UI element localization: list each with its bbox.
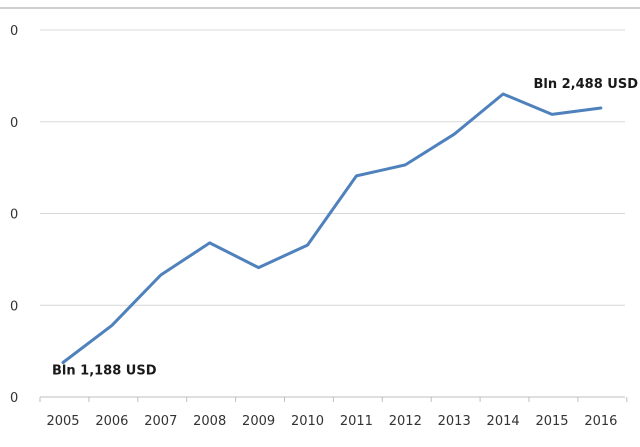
y-tick-label: 0 [10,391,18,406]
x-tick-label: 2014 [487,414,520,429]
series-line [61,92,603,364]
data-label: Bln 1,188 USD [52,364,157,379]
labels: Bln 1,188 USD Bln 2,488 USD [52,77,638,379]
x-tick-label: 2005 [46,414,79,429]
y-tick-label: 0 [10,116,18,131]
x-tick-label: 2009 [242,414,275,429]
x-tick-label: 2010 [291,414,324,429]
y-tick-label: 0 [10,299,18,314]
x-tick-label: 2015 [535,414,568,429]
y-tick-label: 0 [10,208,18,223]
series [61,92,603,364]
x-tick-label: 2013 [438,414,471,429]
y-tick-label: 0 [10,24,18,39]
gridlines [40,29,625,306]
x-tick-label: 2016 [584,414,617,429]
x-tick-label: 2008 [193,414,226,429]
x-tick-label: 2011 [340,414,373,429]
x-tick-label: 2007 [144,414,177,429]
x-tick-label: 2006 [95,414,128,429]
x-tick-label: 2012 [389,414,422,429]
data-label: Bln 2,488 USD [533,77,638,92]
axes: 0 0 0 0 0 2005 2006 2007 2008 2009 2010 2011 2012 201… [10,24,628,429]
